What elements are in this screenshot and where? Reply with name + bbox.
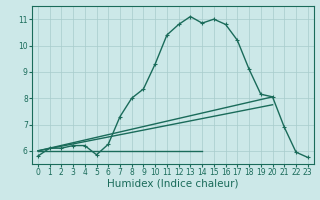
X-axis label: Humidex (Indice chaleur): Humidex (Indice chaleur) [107,179,238,189]
